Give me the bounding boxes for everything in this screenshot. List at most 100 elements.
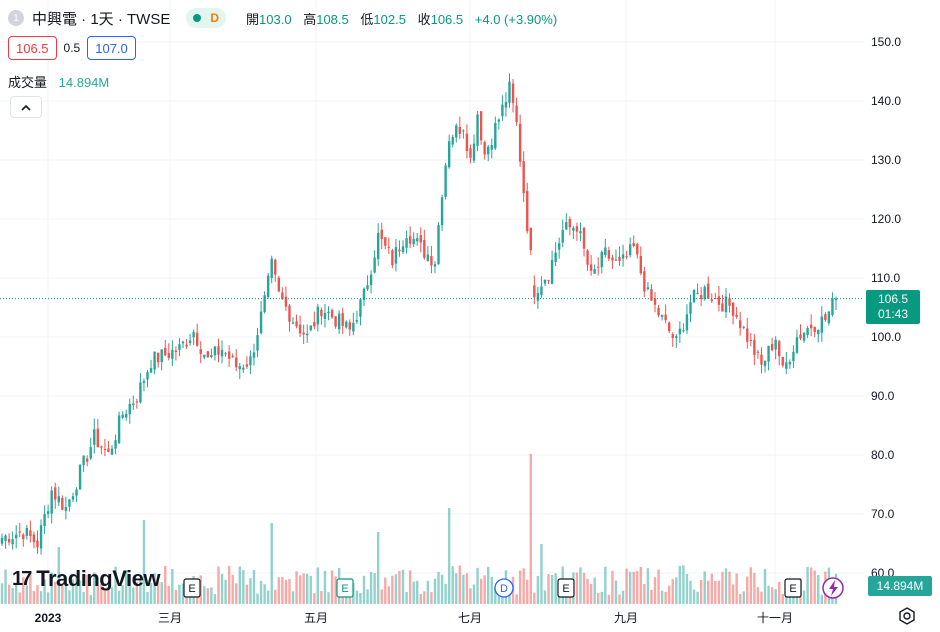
- volume-bar: [54, 581, 57, 604]
- candle-body: [71, 496, 75, 500]
- candle-body: [85, 458, 89, 462]
- candle-body: [121, 414, 124, 418]
- candle-body: [298, 324, 302, 334]
- volume-bar: [430, 592, 433, 604]
- volume-bar: [586, 578, 589, 604]
- price-tick-label: 100.0: [871, 330, 901, 344]
- time-tick-label: 三月: [158, 611, 182, 625]
- candle-body: [515, 105, 518, 123]
- collapse-legend-button[interactable]: [10, 96, 42, 118]
- candle-body: [284, 296, 288, 307]
- candle-body: [231, 355, 234, 357]
- candle-body: [447, 141, 451, 168]
- volume-bar: [781, 593, 784, 604]
- volume-bar: [117, 590, 121, 604]
- volume-bar: [231, 574, 234, 604]
- volume-bar: [508, 588, 511, 604]
- symbol-index-icon[interactable]: 1: [8, 10, 24, 26]
- volume-bar: [685, 573, 689, 604]
- time-axis[interactable]: 2023 三月 五月 七月 九月 十一月: [35, 611, 793, 625]
- volume-bar: [302, 573, 305, 604]
- candle-body: [89, 447, 92, 459]
- candle-body: [355, 320, 359, 322]
- buy-button[interactable]: 107.0: [87, 36, 136, 60]
- candle-body: [565, 222, 568, 230]
- chart-header: 1 中興電 · 1天 · TWSE D 開103.0 高108.5 低102.5…: [8, 7, 565, 29]
- volume-bar: [515, 594, 518, 604]
- candle-body: [39, 525, 43, 549]
- candle-body: [323, 312, 327, 319]
- candle-body: [650, 289, 653, 301]
- volume-bar: [224, 579, 227, 604]
- candle-body: [376, 233, 380, 260]
- sell-button[interactable]: 106.5: [8, 36, 57, 60]
- volume-bar: [0, 583, 4, 604]
- candle-body: [75, 489, 78, 496]
- volume-bar: [717, 580, 721, 604]
- market-status-badge[interactable]: D: [186, 8, 227, 28]
- candle-body: [671, 334, 674, 338]
- volume-bar: [46, 592, 50, 604]
- lightning-bolt: [829, 580, 838, 596]
- candle-body: [220, 349, 224, 357]
- volume-bar: [153, 573, 156, 604]
- volume-bar: [668, 585, 671, 604]
- candle-body: [657, 307, 660, 316]
- candle-body: [738, 320, 742, 328]
- volume-bar: [366, 589, 369, 604]
- volume-bar: [259, 580, 263, 604]
- volume-bar: [650, 589, 653, 604]
- candle-body: [337, 313, 341, 330]
- candle-body: [494, 123, 497, 149]
- candle-body: [32, 534, 36, 543]
- candle-body: [274, 259, 277, 275]
- candle-body: [763, 360, 767, 367]
- candle-body: [401, 246, 405, 252]
- candle-body: [689, 302, 692, 314]
- dividend-label: D: [500, 583, 508, 595]
- time-tick-label: 九月: [614, 611, 638, 625]
- price-tick-label: 130.0: [871, 153, 901, 167]
- volume-bar: [518, 570, 522, 604]
- candle-body: [114, 440, 117, 449]
- volume-bar: [181, 583, 185, 604]
- price-tick-label: 110.0: [871, 271, 900, 285]
- volume-legend[interactable]: 成交量 14.894M: [8, 72, 109, 91]
- candle-body: [579, 231, 582, 234]
- candle-body: [614, 259, 618, 261]
- candle-body: [735, 314, 738, 317]
- volume-bar: [238, 566, 241, 604]
- volume-bar: [369, 572, 373, 604]
- tradingview-logo[interactable]: 17 TradingView: [12, 566, 160, 592]
- delayed-data-label: D: [210, 11, 220, 25]
- tradingview-logo-mark: 17: [12, 567, 32, 590]
- candle-body: [320, 309, 323, 317]
- candle-body: [270, 258, 273, 278]
- earnings-icon: [336, 578, 354, 598]
- candle-body: [341, 313, 344, 326]
- candle-body: [430, 255, 433, 266]
- settings-icon[interactable]: [898, 607, 916, 625]
- chart-title[interactable]: 中興電 · 1天 · TWSE: [32, 10, 171, 28]
- volume-bar: [135, 582, 139, 604]
- candle-body: [117, 415, 121, 444]
- candle-body: [125, 414, 128, 418]
- candle-body: [593, 268, 596, 274]
- volume-value: 14.894M: [58, 75, 110, 90]
- earnings-label: E: [789, 583, 796, 595]
- candle-body: [628, 244, 632, 256]
- volume-bar: [263, 584, 266, 604]
- volume-bar: [359, 592, 362, 604]
- volume-bar: [636, 571, 639, 604]
- volume-bar: [291, 591, 295, 604]
- candle-body: [568, 219, 572, 228]
- ohlc-values: 開103.0 高108.5 低102.5 收106.5 +4.0 (+3.90%…: [246, 9, 565, 28]
- volume-bar: [476, 567, 479, 604]
- candle-body: [50, 490, 53, 514]
- candle-body: [149, 368, 153, 373]
- chevron-up-icon: [21, 104, 31, 111]
- volume-bar: [125, 570, 128, 604]
- candle-body: [533, 285, 536, 298]
